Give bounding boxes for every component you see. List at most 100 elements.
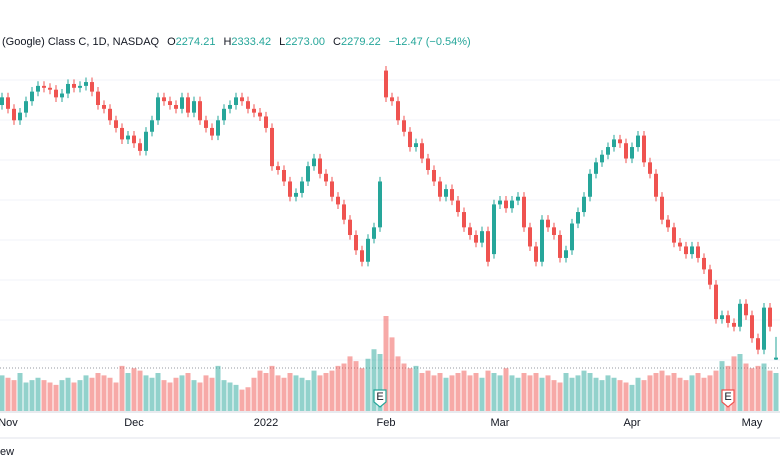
candle-body <box>498 200 502 205</box>
candle-body <box>648 162 652 174</box>
volume-bar <box>641 380 647 411</box>
volume-bar <box>473 373 479 411</box>
volume-bar <box>719 361 725 411</box>
volume-bar <box>749 368 755 411</box>
volume-bar <box>137 370 143 411</box>
volume-bar <box>29 380 35 411</box>
candle-body <box>6 97 10 109</box>
candle-body <box>432 169 436 182</box>
volume-bar <box>485 370 491 411</box>
volume-bar <box>179 375 185 411</box>
candle-body <box>48 87 52 90</box>
candle-body <box>282 169 286 182</box>
volume-bar <box>773 373 779 411</box>
candle-body <box>0 97 4 105</box>
volume-bar <box>401 363 407 411</box>
volume-bar <box>503 368 509 411</box>
candle-body <box>456 200 460 213</box>
candle-body <box>666 219 670 228</box>
candle-body <box>132 135 136 144</box>
volume-bar <box>185 373 191 411</box>
candle-body <box>486 231 490 262</box>
volume-bar <box>53 384 59 411</box>
candle-body <box>402 120 406 132</box>
volume-bar <box>173 377 179 411</box>
volume-bar <box>377 354 383 411</box>
candle-body <box>198 101 202 121</box>
volume-bar <box>23 382 29 411</box>
volume-bar <box>677 377 683 411</box>
volume-bar <box>335 365 341 411</box>
candle-body <box>276 166 280 170</box>
volume-bar <box>521 373 527 411</box>
candle-body <box>168 101 172 105</box>
candle-body <box>528 227 532 247</box>
symbol: (Google) Class C, 1D, NASDAQ <box>2 36 160 48</box>
candle-body <box>600 154 604 163</box>
volume-bar <box>395 356 401 411</box>
candle-body <box>582 196 586 213</box>
candle-body <box>756 338 760 350</box>
volume-bar <box>467 375 473 411</box>
candle-body <box>66 83 70 94</box>
candle-body <box>750 315 754 339</box>
candle-body <box>192 101 196 113</box>
volume-bar <box>407 368 413 411</box>
volume-bar <box>545 375 551 411</box>
volume-bar <box>209 377 215 411</box>
candle-body <box>126 135 130 140</box>
candle-body <box>318 158 322 174</box>
volume-bar <box>143 375 149 411</box>
candle-body <box>678 242 682 247</box>
candle-body <box>414 143 418 148</box>
event-marker <box>373 389 387 408</box>
x-tick-label: Nov <box>0 417 18 429</box>
volume-bar <box>41 380 47 411</box>
candle-body <box>708 269 712 285</box>
footer-text: ew <box>0 446 14 458</box>
volume-bar <box>35 377 41 411</box>
volume-bar <box>635 377 641 411</box>
volume-bar <box>65 377 71 411</box>
volume-bar <box>497 375 503 411</box>
candle-body <box>216 120 220 136</box>
volume-bar <box>425 370 431 411</box>
volume-bar <box>587 373 593 411</box>
candle-body <box>18 112 22 121</box>
candle-body <box>588 173 592 197</box>
candle-body <box>210 127 214 136</box>
candle-body <box>156 97 160 121</box>
candle-body <box>570 223 574 251</box>
candle-body <box>420 143 424 159</box>
candle-body <box>288 181 292 197</box>
volume-bar <box>233 384 239 411</box>
volume-bar <box>551 380 557 411</box>
volume-bar <box>761 363 767 411</box>
volume-bar <box>605 375 611 411</box>
candle-body <box>204 120 208 128</box>
low-value: 2273.00 <box>285 36 325 48</box>
volume-bar <box>743 363 749 411</box>
candle-body <box>618 139 622 144</box>
candle-body <box>264 116 268 128</box>
candle-body <box>312 158 316 167</box>
volume-bar <box>263 373 269 411</box>
volume-bar <box>245 387 251 411</box>
volume-bar <box>239 389 245 411</box>
x-tick-label: Feb <box>377 417 396 429</box>
candle-body <box>744 303 748 316</box>
volume-bar <box>629 384 635 411</box>
candle-body <box>228 104 232 109</box>
volume-bar <box>707 375 713 411</box>
volume-bar <box>431 375 437 411</box>
candle-body <box>300 181 304 193</box>
volume-bar <box>59 380 65 411</box>
x-tick-label: Dec <box>124 417 144 429</box>
candle-body <box>408 131 412 148</box>
x-tick-label: Mar <box>491 417 510 429</box>
candle-body <box>354 234 358 251</box>
volume-bar <box>653 373 659 411</box>
candle-body <box>624 143 628 159</box>
